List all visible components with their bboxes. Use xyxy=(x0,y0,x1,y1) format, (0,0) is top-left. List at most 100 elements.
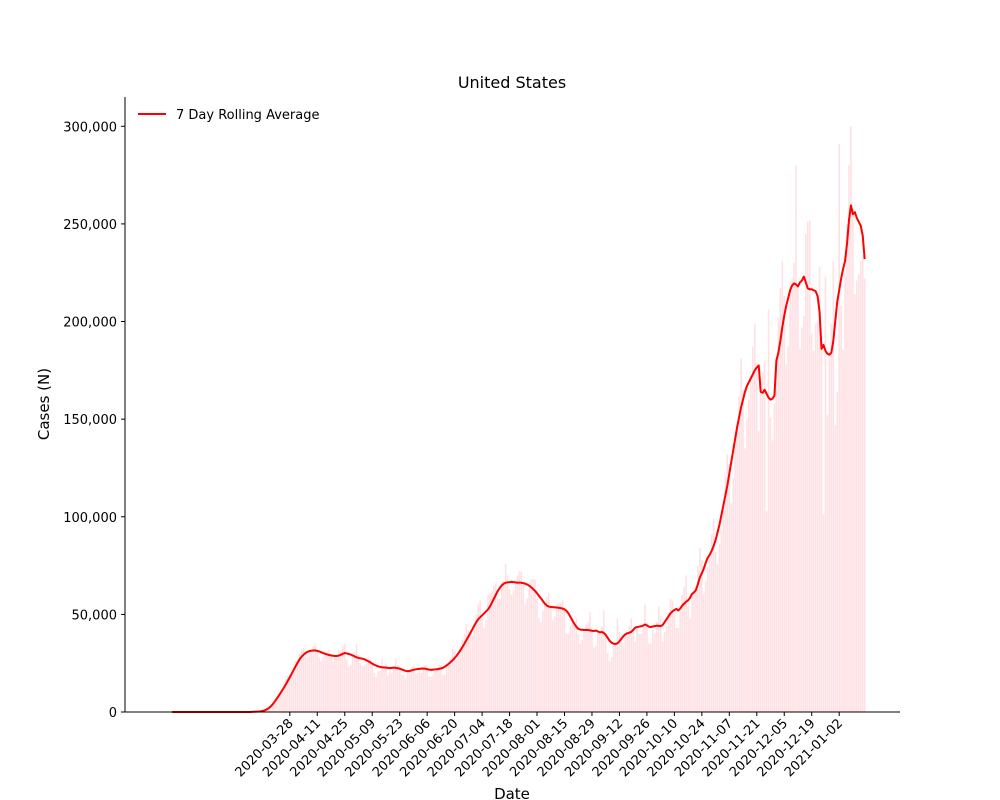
bar xyxy=(797,284,799,712)
bar xyxy=(334,657,336,712)
bar xyxy=(663,631,666,712)
bar xyxy=(373,672,375,712)
bar xyxy=(761,372,764,712)
bar xyxy=(312,645,315,712)
bar xyxy=(808,220,811,712)
bar xyxy=(532,579,534,712)
bar xyxy=(646,622,648,712)
bar xyxy=(518,571,521,712)
bar xyxy=(510,594,513,712)
bar xyxy=(632,631,634,712)
bar xyxy=(638,633,640,712)
bar xyxy=(706,567,709,712)
bar xyxy=(528,587,530,712)
y-tick-label: 150,000 xyxy=(63,413,117,428)
bar xyxy=(322,657,324,712)
bar xyxy=(459,645,462,712)
bar xyxy=(479,600,481,712)
bar xyxy=(852,208,854,713)
bar xyxy=(424,665,426,712)
bar xyxy=(542,610,544,712)
bar xyxy=(844,274,846,712)
bar xyxy=(453,649,456,712)
bar xyxy=(428,676,430,712)
bar xyxy=(842,350,844,712)
bar xyxy=(591,628,593,712)
bar xyxy=(328,649,330,712)
bar xyxy=(673,614,676,712)
bar xyxy=(336,657,338,712)
bar xyxy=(789,286,791,712)
bar xyxy=(265,710,268,712)
bar xyxy=(555,604,558,712)
bar xyxy=(799,348,801,712)
bar xyxy=(343,643,346,712)
bar xyxy=(534,579,536,712)
bar xyxy=(612,645,615,712)
bar xyxy=(648,643,650,712)
bar xyxy=(300,649,303,712)
bar xyxy=(701,559,703,712)
bar xyxy=(622,645,625,712)
bar xyxy=(436,669,438,712)
bar xyxy=(351,655,354,712)
bar xyxy=(681,594,683,712)
bar xyxy=(404,678,407,712)
bar xyxy=(440,665,442,712)
bar xyxy=(793,262,795,712)
bar xyxy=(822,514,825,712)
bar xyxy=(387,674,389,712)
bar xyxy=(557,602,560,712)
bar xyxy=(581,639,583,712)
bar xyxy=(438,665,440,712)
bar xyxy=(718,544,721,712)
bar xyxy=(610,657,613,712)
bar xyxy=(349,665,352,712)
bar xyxy=(779,288,782,712)
bar xyxy=(432,674,434,712)
bar xyxy=(546,596,548,712)
bar xyxy=(310,649,313,712)
bar xyxy=(355,643,358,712)
bar xyxy=(732,477,735,712)
bar xyxy=(457,655,460,712)
bar xyxy=(602,610,605,712)
bar xyxy=(636,626,638,712)
bar xyxy=(508,589,511,712)
bar xyxy=(846,223,848,712)
bar xyxy=(630,618,632,712)
bar xyxy=(451,649,454,712)
bar xyxy=(714,551,717,712)
bar xyxy=(716,563,719,712)
bar xyxy=(781,261,784,712)
bar xyxy=(826,415,829,712)
bar xyxy=(801,327,803,712)
bar xyxy=(477,604,479,712)
bar xyxy=(491,590,493,712)
bar xyxy=(275,698,277,712)
bar xyxy=(618,631,621,712)
bar xyxy=(455,659,458,712)
bar xyxy=(416,672,419,712)
bar xyxy=(475,614,477,712)
bar xyxy=(277,698,279,712)
bar xyxy=(708,557,711,712)
y-tick-label: 200,000 xyxy=(63,316,117,331)
bar xyxy=(748,399,750,712)
bar xyxy=(553,616,556,712)
bar xyxy=(634,641,636,712)
bar xyxy=(375,676,377,712)
bar xyxy=(836,391,838,712)
bar xyxy=(516,575,519,712)
bar xyxy=(347,667,350,712)
bar xyxy=(824,276,827,712)
bar xyxy=(338,649,340,712)
bar xyxy=(326,652,328,712)
bar xyxy=(710,534,713,712)
bar xyxy=(353,653,356,712)
bar xyxy=(316,650,319,712)
y-axis-label: Cases (N) xyxy=(35,368,53,440)
bar xyxy=(834,425,837,712)
bar xyxy=(444,674,446,712)
